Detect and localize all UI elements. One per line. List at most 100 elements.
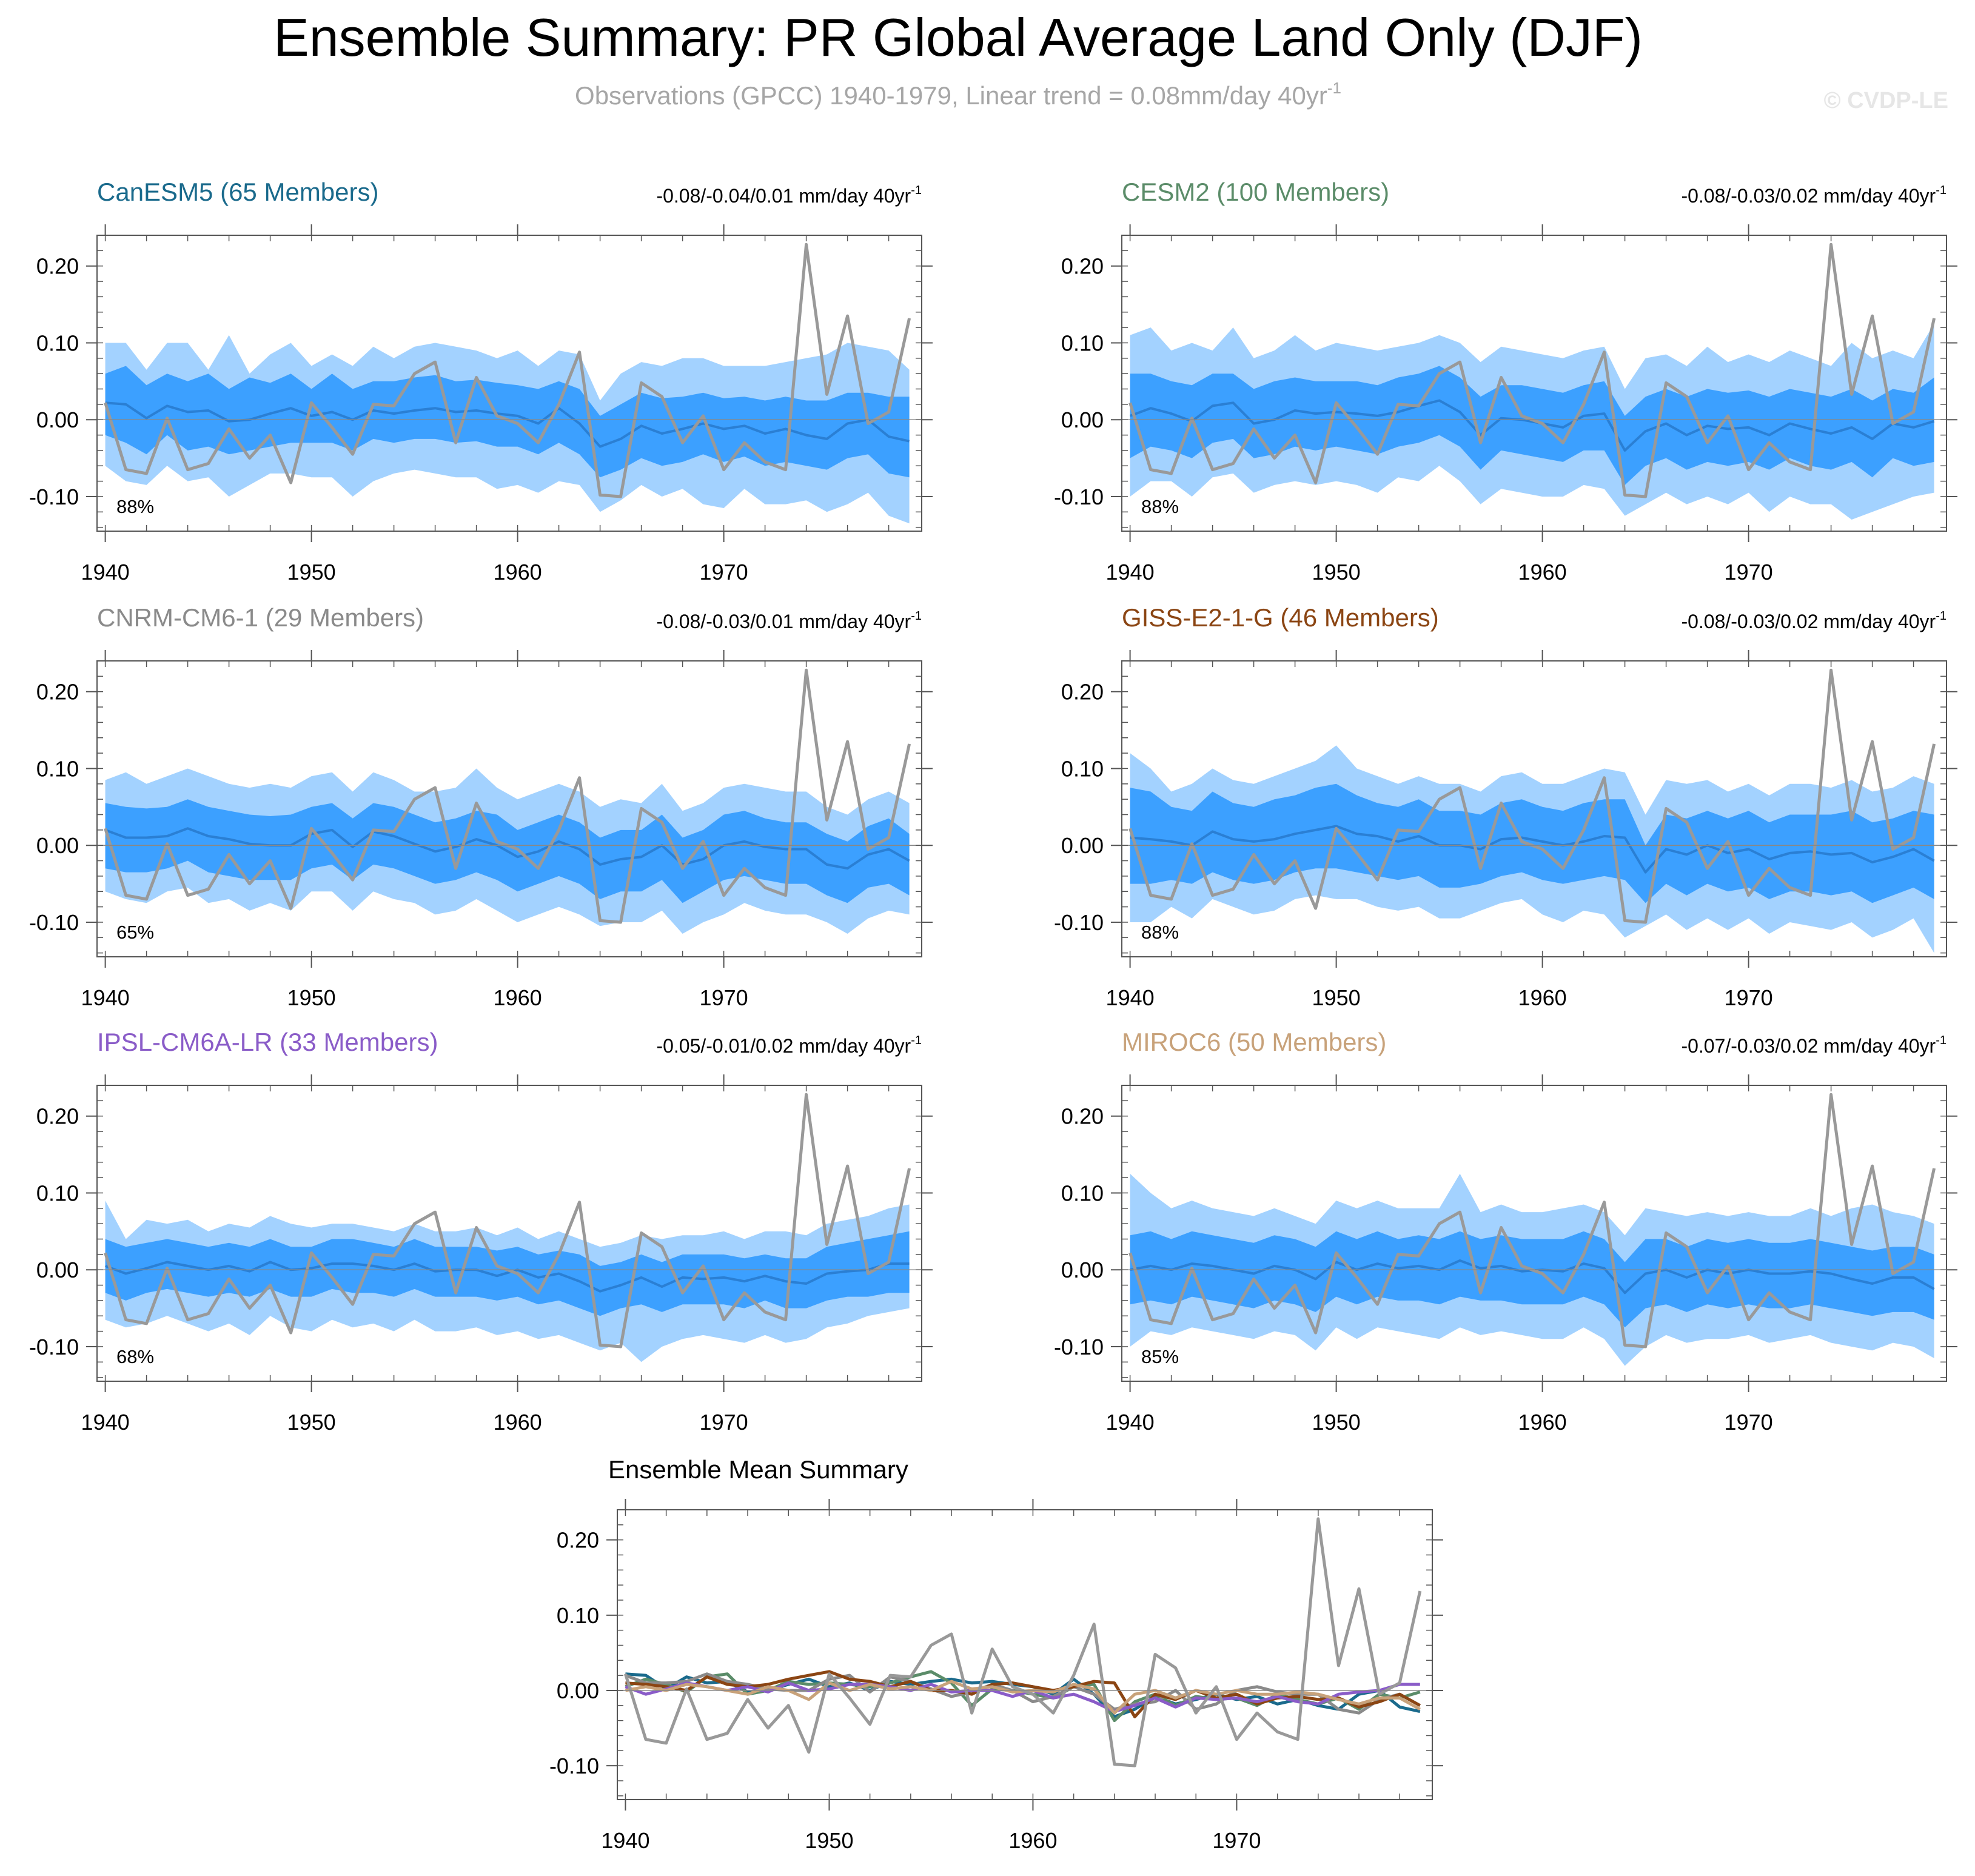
panel-ipsl-cm6a-lr-xtick-label: 1970 — [700, 1410, 748, 1435]
panel-giss-e2-1-g-ytick-label: 0.00 — [1061, 833, 1104, 858]
panel-ipsl-cm6a-lr-xtick-label: 1940 — [81, 1410, 130, 1435]
panel-canesm5-xtick-label: 1970 — [700, 560, 748, 585]
panel-cesm2-trend-label: -0.08/-0.03/0.02 mm/day 40yr-1 — [1681, 184, 1946, 207]
panel-cnrm-cm6-1-xtick-label: 1960 — [494, 985, 542, 1010]
panel-miroc6-xtick-label: 1960 — [1518, 1410, 1567, 1435]
panel-miroc6-frame — [1121, 1085, 1947, 1382]
page-subtitle-text: Observations (GPCC) 1940-1979, Linear tr… — [575, 81, 1327, 110]
panel-giss-e2-1-g-ytick-label: 0.20 — [1061, 680, 1104, 705]
summary-ytick-label: -0.10 — [549, 1754, 599, 1778]
panel-giss-e2-1-g-trend-text: -0.08/-0.03/0.02 mm/day 40yr — [1681, 611, 1936, 632]
panel-ipsl-cm6a-lr-frame — [96, 1085, 922, 1382]
panel-giss-e2-1-g-xtick-label: 1970 — [1725, 985, 1773, 1010]
panel-cnrm-cm6-1-ytick-label: -0.10 — [29, 910, 79, 935]
panel-giss-e2-1-g-inner-band — [1130, 783, 1934, 903]
panel-ipsl-cm6a-lr-xtick-label: 1950 — [287, 1410, 336, 1435]
panel-giss-e2-1-g-trend-sup: -1 — [1936, 609, 1946, 623]
panel-miroc6-trend-label: -0.07/-0.03/0.02 mm/day 40yr-1 — [1681, 1034, 1946, 1057]
panel-miroc6-ytick-label: -0.10 — [1054, 1335, 1104, 1359]
summary-ytick-label: 0.00 — [557, 1678, 599, 1703]
panel-ipsl-cm6a-lr: IPSL-CM6A-LR (33 Members) -0.05/-0.01/0.0… — [29, 1028, 933, 1435]
summary-xtick-label: 1940 — [601, 1828, 649, 1853]
panel-cesm2-title: CESM2 (100 Members) — [1122, 178, 1389, 206]
panel-cesm2-xtick-label: 1950 — [1312, 560, 1361, 585]
page-subtitle-sup: -1 — [1327, 79, 1341, 97]
panel-giss-e2-1-g-frame — [1121, 660, 1947, 957]
panel-giss-e2-1-g-xtick-label: 1950 — [1312, 985, 1361, 1010]
panel-canesm5-xtick-label: 1960 — [494, 560, 542, 585]
summary-xtick-label: 1960 — [1008, 1828, 1057, 1853]
panel-cnrm-cm6-1-trend-text: -0.08/-0.03/0.01 mm/day 40yr — [656, 611, 911, 632]
panel-ipsl-cm6a-lr-ytick-label: 0.00 — [36, 1258, 79, 1282]
summary-panel: Ensemble Mean Summary -0.10 0.00 0.10 0.20 19… — [549, 1455, 1443, 1853]
panel-giss-e2-1-g-ensemble-mean-line — [1130, 825, 1935, 874]
panel-miroc6-xtick-label: 1940 — [1106, 1410, 1155, 1435]
panel-ipsl-cm6a-lr-ensemble-mean-line — [104, 1261, 910, 1293]
panel-cesm2-ensemble-mean-line — [1129, 399, 1935, 452]
panel-ipsl-cm6a-lr-trend-label: -0.05/-0.01/0.02 mm/day 40yr-1 — [656, 1034, 922, 1057]
panel-ipsl-cm6a-lr-percentile-label: 68% — [116, 1346, 154, 1367]
panel-miroc6-ytick-label: 0.00 — [1061, 1258, 1104, 1282]
panel-cnrm-cm6-1-trend-sup: -1 — [911, 609, 922, 623]
panel-canesm5-xtick-label: 1950 — [287, 560, 336, 585]
panel-cesm2-xtick-label: 1960 — [1518, 560, 1567, 585]
panel-giss-e2-1-g-percentile-label: 88% — [1141, 922, 1179, 943]
panel-canesm5-percentile-label: 88% — [116, 496, 154, 517]
panel-cnrm-cm6-1-xtick-label: 1940 — [81, 985, 130, 1010]
panel-cesm2-inner-band — [1130, 366, 1934, 485]
panel-canesm5-xtick-label: 1940 — [81, 560, 130, 585]
panel-miroc6-ytick-label: 0.10 — [1061, 1181, 1104, 1205]
panel-canesm5-ytick-label: 0.20 — [36, 254, 79, 279]
panel-miroc6: MIROC6 (50 Members) -0.07/-0.03/0.02 mm/d… — [1054, 1028, 1957, 1435]
panel-giss-e2-1-g-ytick-label: 0.10 — [1061, 756, 1104, 781]
panel-cnrm-cm6-1-xtick-label: 1950 — [287, 985, 336, 1010]
panel-canesm5-ytick-label: 0.00 — [36, 407, 79, 432]
summary-mean-line-giss-e2-1-g — [625, 1670, 1421, 1718]
panel-giss-e2-1-g-title: GISS-E2-1-G (46 Members) — [1122, 603, 1439, 632]
summary-frame — [617, 1509, 1433, 1800]
panel-cesm2-ytick-label: 0.20 — [1061, 254, 1104, 279]
page-title: Ensemble Summary: PR Global Average Land… — [273, 7, 1643, 67]
panel-miroc6-ytick-label: 0.20 — [1061, 1104, 1104, 1129]
panel-ipsl-cm6a-lr-ytick-label: -0.10 — [29, 1335, 79, 1359]
panel-canesm5: CanESM5 (65 Members) -0.08/-0.04/0.01 mm/… — [29, 178, 933, 585]
summary-xtick-label: 1970 — [1212, 1828, 1261, 1853]
panel-giss-e2-1-g: GISS-E2-1-G (46 Members) -0.08/-0.03/0.02… — [1054, 603, 1957, 1010]
panel-cesm2-frame — [1121, 235, 1947, 532]
panel-cesm2-ytick-label: 0.00 — [1061, 407, 1104, 432]
panel-cesm2-xtick-label: 1940 — [1106, 560, 1155, 585]
panel-miroc6-percentile-label: 85% — [1141, 1346, 1179, 1367]
panel-canesm5-ytick-label: -0.10 — [29, 484, 79, 509]
panel-miroc6-title: MIROC6 (50 Members) — [1122, 1028, 1386, 1056]
summary-title: Ensemble Mean Summary — [608, 1455, 908, 1484]
panel-cesm2-trend-sup: -1 — [1936, 184, 1946, 197]
panel-cesm2-ytick-label: -0.10 — [1054, 484, 1104, 509]
panel-cesm2-xtick-label: 1970 — [1725, 560, 1773, 585]
panel-canesm5-ensemble-mean-line — [105, 401, 910, 448]
summary-ytick-label: 0.10 — [557, 1603, 599, 1628]
panel-cnrm-cm6-1-ytick-label: 0.10 — [36, 756, 79, 781]
summary-observations-line — [624, 1517, 1422, 1767]
panel-canesm5-trend-text: -0.08/-0.04/0.01 mm/day 40yr — [656, 185, 911, 207]
panel-miroc6-inner-band — [1130, 1231, 1934, 1328]
panel-ipsl-cm6a-lr-xtick-label: 1960 — [494, 1410, 542, 1435]
panel-miroc6-trend-text: -0.07/-0.03/0.02 mm/day 40yr — [1681, 1035, 1936, 1057]
panels-group: CanESM5 (65 Members) -0.08/-0.04/0.01 mm/… — [29, 178, 1957, 1435]
panel-miroc6-xtick-label: 1950 — [1312, 1410, 1361, 1435]
panel-cesm2-ytick-label: 0.10 — [1061, 330, 1104, 355]
panel-cnrm-cm6-1-trend-label: -0.08/-0.03/0.01 mm/day 40yr-1 — [656, 609, 922, 632]
panel-cnrm-cm6-1-title: CNRM-CM6-1 (29 Members) — [97, 603, 424, 632]
panel-cesm2-percentile-label: 88% — [1141, 496, 1179, 517]
panel-giss-e2-1-g-xtick-label: 1960 — [1518, 985, 1567, 1010]
panel-cnrm-cm6-1-xtick-label: 1970 — [700, 985, 748, 1010]
panel-ipsl-cm6a-lr-title: IPSL-CM6A-LR (33 Members) — [97, 1028, 438, 1056]
panel-cnrm-cm6-1-ytick-label: 0.20 — [36, 680, 79, 705]
panel-ipsl-cm6a-lr-ytick-label: 0.10 — [36, 1181, 79, 1205]
panel-canesm5-frame — [96, 235, 922, 532]
panel-giss-e2-1-g-trend-label: -0.08/-0.03/0.02 mm/day 40yr-1 — [1681, 609, 1946, 632]
panel-cnrm-cm6-1-ensemble-mean-line — [104, 827, 910, 870]
panel-cnrm-cm6-1-percentile-label: 65% — [116, 922, 154, 943]
panel-cnrm-cm6-1-ytick-label: 0.00 — [36, 833, 79, 858]
panel-cesm2: CESM2 (100 Members) -0.08/-0.03/0.02 mm/d… — [1054, 178, 1957, 585]
panel-canesm5-inner-band — [105, 366, 910, 478]
